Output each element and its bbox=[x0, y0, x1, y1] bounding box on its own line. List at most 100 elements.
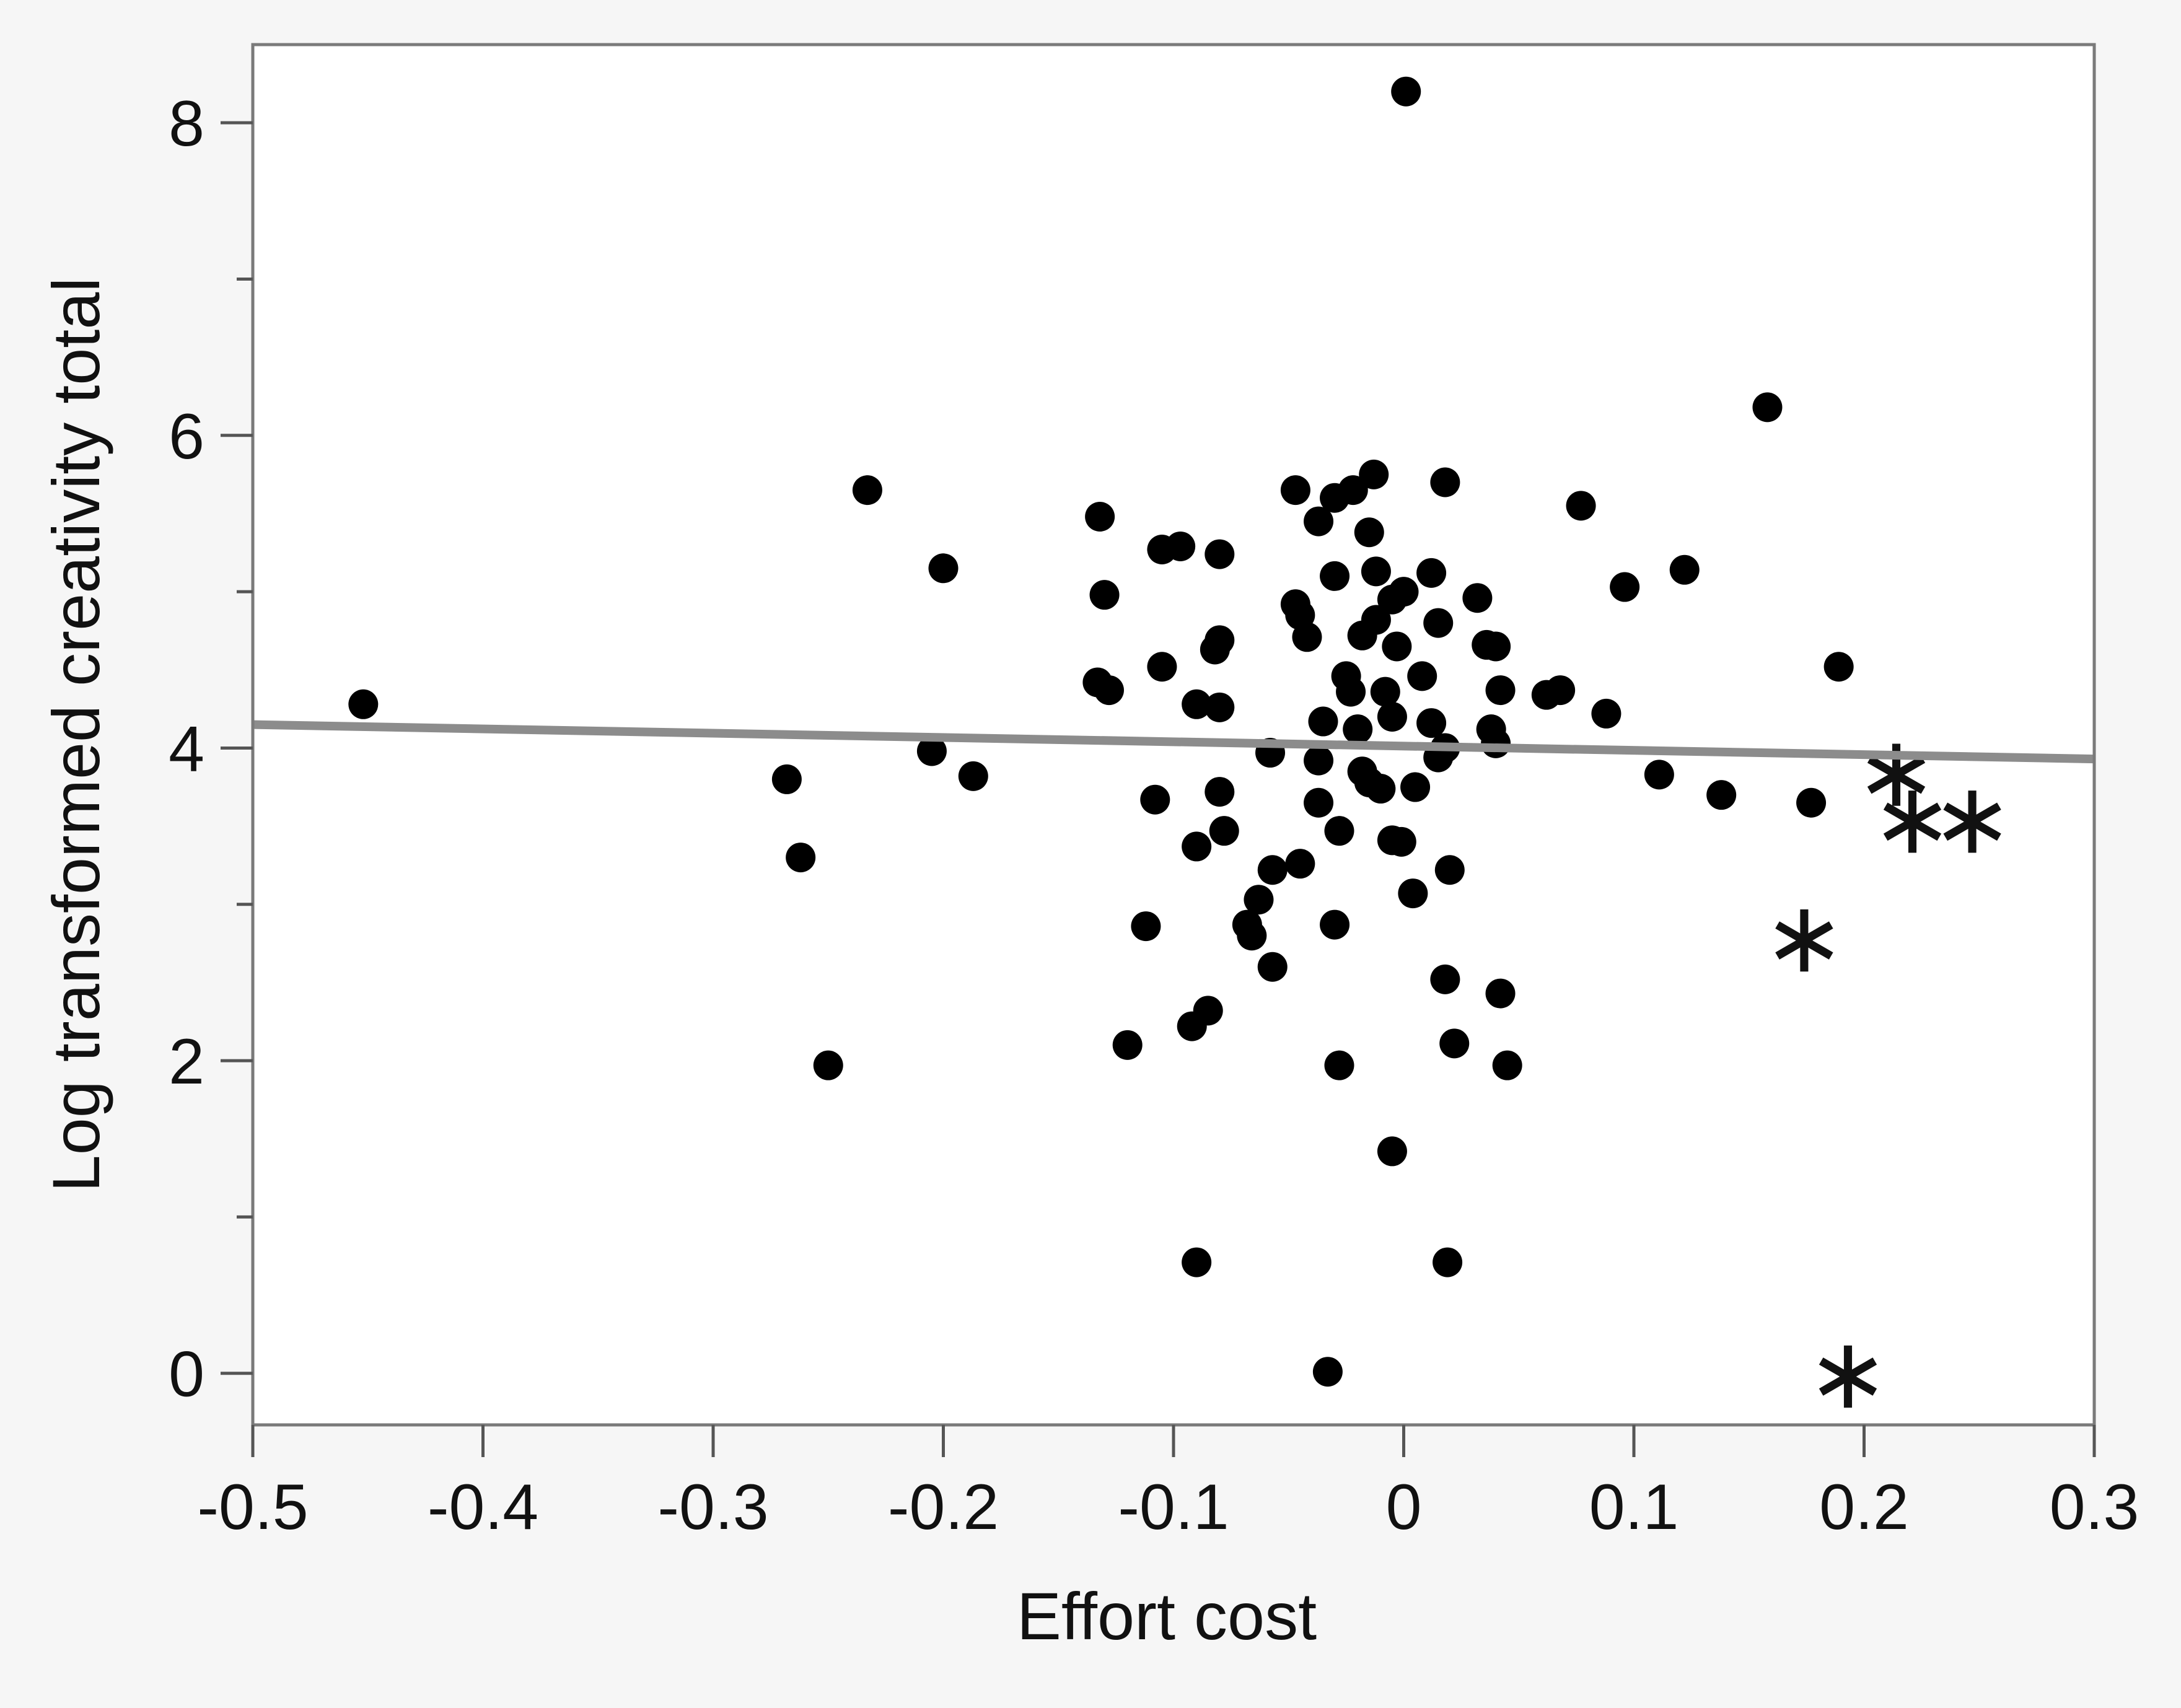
data-point bbox=[1439, 1028, 1470, 1059]
data-point bbox=[1112, 1030, 1143, 1060]
data-point bbox=[1131, 911, 1161, 942]
data-point bbox=[928, 553, 959, 584]
data-marks: ∗∗∗∗∗ bbox=[348, 76, 2014, 1431]
x-tick-label: 0.1 bbox=[1589, 1471, 1679, 1543]
data-point bbox=[1430, 964, 1460, 994]
data-point bbox=[1492, 1050, 1522, 1080]
data-point bbox=[1094, 675, 1124, 706]
data-point bbox=[1610, 572, 1640, 602]
data-point bbox=[1320, 909, 1350, 940]
x-tick-label: -0.1 bbox=[1118, 1471, 1229, 1543]
x-tick-label: -0.2 bbox=[888, 1471, 999, 1543]
data-point bbox=[1343, 714, 1373, 745]
data-point bbox=[1706, 780, 1737, 810]
data-point bbox=[1280, 475, 1310, 506]
data-point bbox=[1338, 475, 1368, 506]
x-tick-label: 0.3 bbox=[2050, 1471, 2139, 1543]
data-point bbox=[852, 475, 882, 506]
data-point bbox=[1398, 878, 1428, 909]
data-point bbox=[1165, 531, 1196, 561]
y-tick-label: 2 bbox=[169, 1026, 204, 1098]
data-point bbox=[1430, 467, 1460, 497]
data-point bbox=[1089, 580, 1120, 610]
data-point bbox=[1485, 675, 1516, 706]
data-point bbox=[1193, 996, 1223, 1026]
data-point bbox=[1147, 652, 1177, 682]
data-point bbox=[1416, 558, 1447, 588]
data-point bbox=[1391, 76, 1421, 107]
data-point bbox=[813, 1050, 843, 1080]
y-tick-label: 6 bbox=[169, 401, 204, 473]
data-point bbox=[958, 761, 988, 791]
x-tick-label: -0.4 bbox=[428, 1471, 538, 1543]
x-tick-label: -0.3 bbox=[657, 1471, 768, 1543]
data-point bbox=[1205, 692, 1235, 722]
data-point bbox=[1257, 855, 1288, 885]
data-point-star: ∗ bbox=[1806, 1315, 1889, 1431]
x-tick-label: 0.2 bbox=[1819, 1471, 1909, 1543]
data-point bbox=[1205, 539, 1235, 569]
y-tick-label: 0 bbox=[169, 1339, 204, 1411]
data-point bbox=[1377, 701, 1407, 732]
data-point bbox=[786, 843, 816, 873]
data-point bbox=[1304, 787, 1334, 818]
data-point bbox=[1205, 625, 1235, 655]
data-point bbox=[1336, 677, 1366, 707]
data-point bbox=[1366, 774, 1396, 804]
y-tick-label: 4 bbox=[169, 713, 204, 785]
data-point bbox=[1085, 502, 1115, 532]
data-point bbox=[1433, 1247, 1463, 1277]
data-point bbox=[1423, 608, 1454, 638]
data-point bbox=[1389, 577, 1419, 607]
data-point bbox=[1359, 459, 1389, 489]
data-point bbox=[1752, 392, 1783, 423]
data-point-star: ∗ bbox=[1931, 760, 2014, 876]
data-point bbox=[1545, 675, 1576, 706]
data-point bbox=[1308, 706, 1338, 737]
data-point bbox=[1312, 1357, 1343, 1387]
data-point bbox=[1416, 708, 1447, 738]
data-point bbox=[1304, 745, 1334, 776]
y-axis: 0 2 4 6 8 bbox=[169, 88, 253, 1411]
data-point bbox=[1354, 517, 1384, 548]
data-point bbox=[1182, 1247, 1212, 1277]
data-point bbox=[1407, 661, 1437, 691]
data-point bbox=[1386, 826, 1416, 857]
x-tick-label: -0.5 bbox=[197, 1471, 308, 1543]
data-point bbox=[1182, 689, 1212, 719]
data-point bbox=[1205, 777, 1235, 807]
x-tick-label: 0 bbox=[1386, 1471, 1422, 1543]
y-tick-label: 8 bbox=[169, 88, 204, 160]
data-point bbox=[1257, 952, 1288, 982]
data-point bbox=[1182, 831, 1212, 862]
data-point bbox=[1462, 583, 1493, 613]
data-point bbox=[1796, 787, 1827, 818]
x-axis: -0.5 -0.4 -0.3 -0.2 -0.1 0 0.1 0.2 0.3 bbox=[197, 1425, 2139, 1543]
data-point bbox=[1140, 784, 1170, 815]
data-point bbox=[1382, 631, 1412, 662]
data-point-star: ∗ bbox=[1763, 879, 1846, 995]
data-point bbox=[1285, 849, 1315, 879]
data-point bbox=[1304, 506, 1334, 536]
data-point bbox=[1823, 652, 1854, 682]
data-point bbox=[1485, 978, 1516, 1009]
data-point bbox=[348, 689, 379, 719]
data-point bbox=[1644, 760, 1674, 790]
data-point bbox=[1324, 1050, 1354, 1080]
data-point bbox=[1669, 554, 1700, 585]
regression-line bbox=[252, 720, 2095, 764]
data-point bbox=[1377, 1136, 1407, 1167]
data-point bbox=[1370, 677, 1400, 707]
data-point bbox=[916, 736, 947, 766]
data-point bbox=[771, 764, 802, 794]
plot-area bbox=[253, 45, 2094, 1425]
data-point bbox=[1292, 622, 1322, 652]
data-point bbox=[1434, 855, 1465, 885]
data-point bbox=[1361, 556, 1391, 587]
x-axis-title: Effort cost bbox=[1017, 1579, 1317, 1653]
data-point-star: ∗ bbox=[1854, 714, 1937, 830]
data-point-star: ∗ bbox=[1871, 760, 1954, 876]
data-point bbox=[1400, 772, 1431, 802]
data-point bbox=[1566, 491, 1596, 521]
